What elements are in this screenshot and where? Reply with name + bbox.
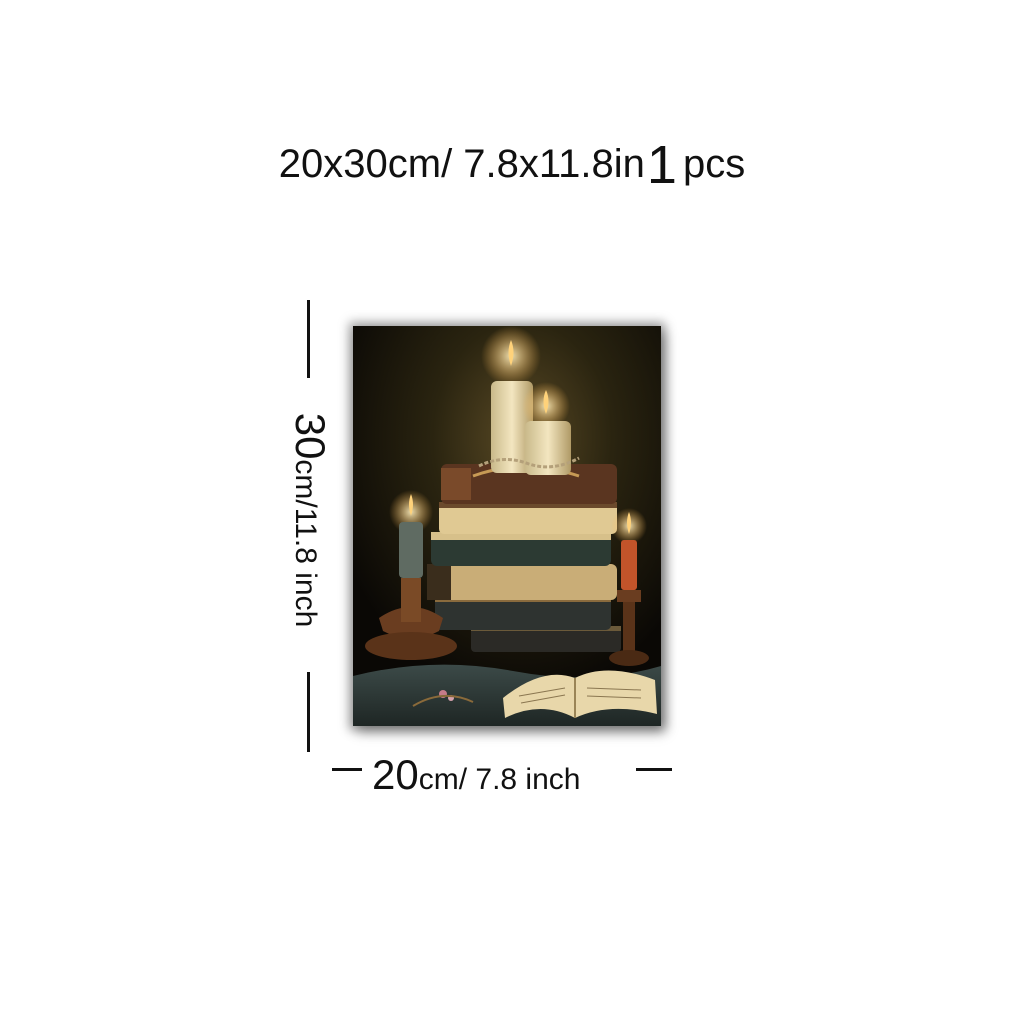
height-dimension-line-bottom — [307, 672, 310, 752]
width-value: 20 — [372, 751, 419, 798]
flowers — [412, 690, 474, 707]
size-text: 20x30cm/ 7.8x11.8in — [278, 142, 645, 186]
still-life-candles-books-painting — [353, 326, 661, 726]
height-dimension-line-top — [307, 300, 310, 378]
chain — [478, 456, 580, 469]
width-dimension-label: 20cm/ 7.8 inch — [372, 751, 580, 799]
quantity-unit: pcs — [682, 142, 746, 186]
height-value: 30 — [287, 412, 334, 460]
quantity-number: 1 — [646, 135, 677, 195]
candle-left — [365, 490, 457, 660]
width-dimension-line-left — [332, 768, 362, 771]
candle-short — [522, 382, 571, 475]
canvas-painting — [353, 326, 661, 726]
candle-right — [609, 508, 649, 666]
product-size-title: 20x30cm/ 7.8x11.8in1 pcs — [0, 138, 1024, 192]
height-dimension-label: 30cm/11.8 inch — [286, 413, 334, 628]
open-book — [503, 670, 657, 718]
height-unit-text: cm/11.8 inch — [289, 459, 322, 628]
width-unit-text: cm/ 7.8 inch — [418, 763, 581, 796]
book-stack — [427, 464, 621, 652]
width-dimension-line-right — [636, 768, 672, 771]
